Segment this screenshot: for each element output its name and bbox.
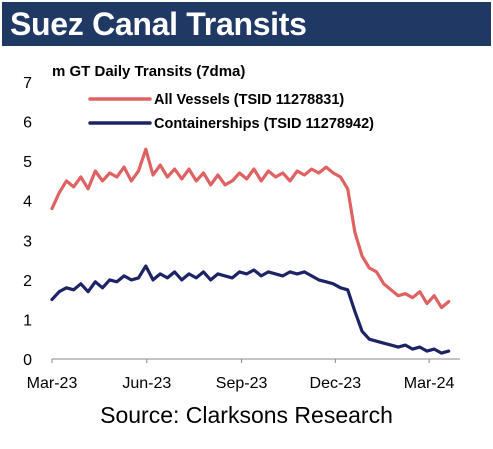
- chart: m GT Daily Transits (7dma) 0 1 2 3 4 5 6 7 Mar-…: [23, 63, 460, 392]
- y-tick-label: 0: [23, 352, 32, 369]
- x-tick-label: Mar-23: [27, 375, 78, 392]
- source-note: Source: Clarksons Research: [100, 402, 393, 428]
- x-tick-label: Jun-23: [122, 375, 171, 392]
- series-line-all-vessels: [50, 147, 451, 310]
- y-tick-label: 7: [23, 75, 32, 92]
- legend-label: Containerships (TSID 11278942): [154, 116, 374, 132]
- page-title: Suez Canal Transits: [10, 6, 307, 42]
- x-ticks: Mar-23 Jun-23 Sep-23 Dec-23 Mar-24: [27, 359, 455, 392]
- legend: All Vessels (TSID 11278831) Containership…: [88, 92, 374, 132]
- title-bar: Suez Canal Transits: [2, 2, 491, 46]
- y-axis-label: m GT Daily Transits (7dma): [52, 63, 245, 80]
- legend-label: All Vessels (TSID 11278831): [154, 92, 344, 108]
- series-line-containerships: [50, 264, 451, 355]
- series-lines: [50, 147, 451, 355]
- x-tick-label: Dec-23: [310, 375, 362, 392]
- y-tick-label: 6: [23, 115, 32, 132]
- y-tick-label: 5: [23, 154, 32, 171]
- y-tick-label: 2: [23, 273, 32, 290]
- x-tick-label: Mar-24: [404, 375, 455, 392]
- y-ticks: 0 1 2 3 4 5 6 7: [23, 75, 32, 369]
- y-tick-label: 1: [23, 312, 32, 329]
- x-tick-label: Sep-23: [216, 375, 268, 392]
- y-tick-label: 3: [23, 233, 32, 250]
- y-tick-label: 4: [23, 194, 32, 211]
